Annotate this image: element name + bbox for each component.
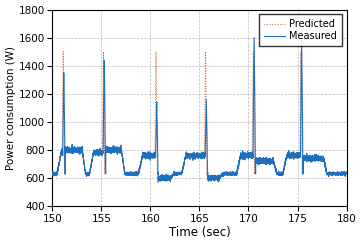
Measured	[340, 173, 345, 176]
Predicted	[183, 155, 188, 158]
Predicted	[310, 156, 314, 159]
Measured	[156, 181, 160, 184]
Predicted	[54, 172, 58, 175]
Predicted	[271, 160, 275, 163]
Legend: Predicted, Measured: Predicted, Measured	[259, 14, 342, 46]
Line: Measured: Measured	[52, 38, 346, 182]
Measured	[50, 173, 54, 176]
Measured	[271, 161, 275, 164]
Measured	[120, 152, 124, 155]
Line: Predicted: Predicted	[52, 52, 346, 180]
Measured	[252, 36, 256, 39]
X-axis label: Time (sec): Time (sec)	[169, 226, 230, 239]
Measured	[183, 155, 188, 158]
Measured	[54, 173, 58, 176]
Predicted	[50, 172, 54, 175]
Predicted	[120, 152, 124, 155]
Predicted	[340, 172, 345, 175]
Measured	[310, 158, 314, 161]
Predicted	[61, 50, 66, 53]
Predicted	[344, 171, 349, 174]
Measured	[344, 172, 349, 175]
Y-axis label: Power consumption (W): Power consumption (W)	[5, 46, 16, 170]
Predicted	[208, 178, 212, 181]
